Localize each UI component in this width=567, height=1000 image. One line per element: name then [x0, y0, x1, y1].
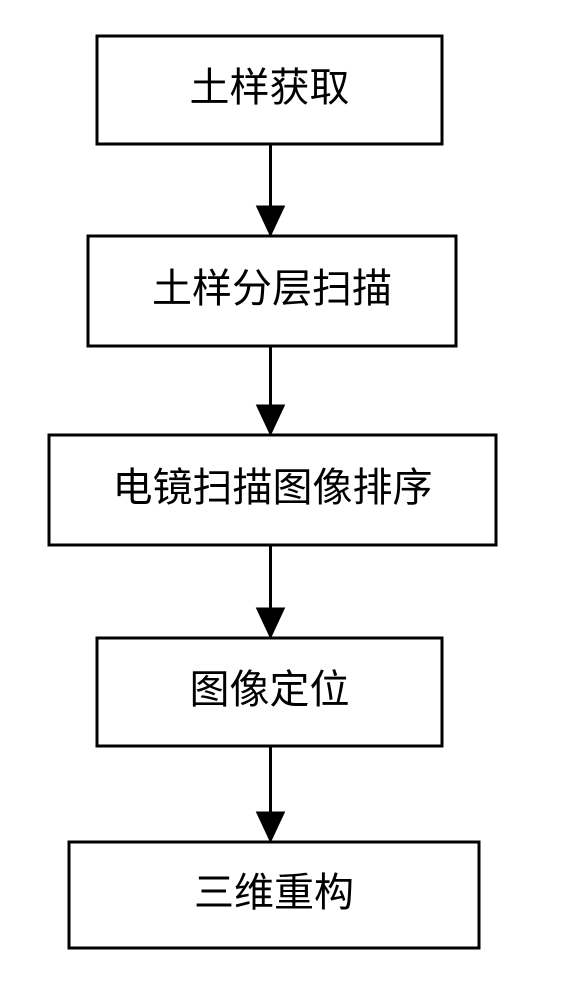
- flow-label: 图像定位: [190, 667, 350, 712]
- flow-label: 土样获取: [190, 65, 350, 110]
- arrow-head-icon: [257, 206, 285, 236]
- flow-node-n5: 三维重构: [69, 842, 479, 948]
- flowchart: 土样获取土样分层扫描电镜扫描图像排序图像定位三维重构: [0, 0, 567, 1000]
- flow-arrow: [257, 746, 285, 842]
- arrow-head-icon: [257, 608, 285, 638]
- flow-node-n4: 图像定位: [97, 638, 442, 746]
- flow-arrow: [257, 346, 285, 435]
- flow-label: 土样分层扫描: [152, 266, 392, 311]
- flow-arrow: [257, 545, 285, 638]
- flow-arrow: [257, 144, 285, 236]
- flow-node-n3: 电镜扫描图像排序: [49, 435, 496, 545]
- flow-node-n1: 土样获取: [97, 36, 442, 144]
- arrow-head-icon: [257, 812, 285, 842]
- flow-label: 电镜扫描图像排序: [113, 465, 433, 510]
- flow-label: 三维重构: [194, 870, 354, 915]
- flow-node-n2: 土样分层扫描: [88, 236, 456, 346]
- arrow-head-icon: [257, 405, 285, 435]
